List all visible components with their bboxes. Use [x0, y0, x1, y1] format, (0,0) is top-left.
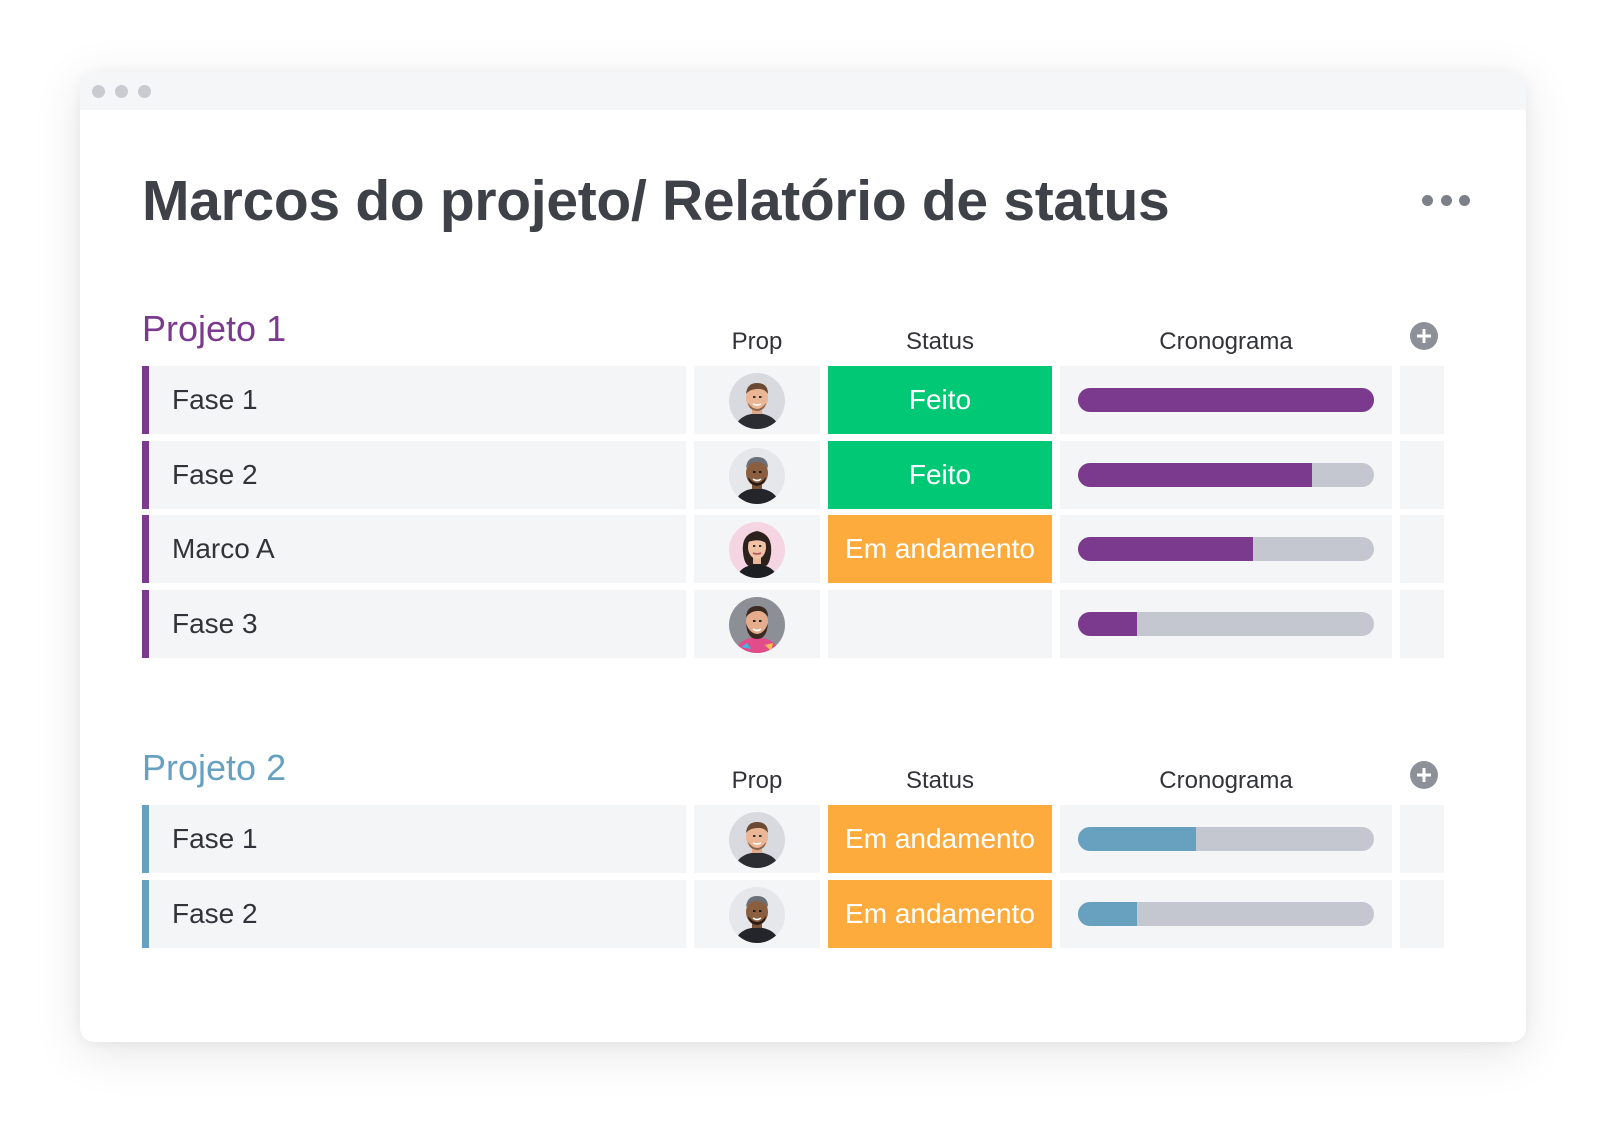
table-row[interactable]: Fase 1 Em andamento [142, 805, 1472, 873]
column-header-prop[interactable]: Prop [731, 767, 783, 794]
group-color-indicator [142, 590, 149, 658]
board-window: Marcos do projeto/ Relatório de status P… [80, 72, 1526, 1042]
item-name[interactable]: Fase 2 [172, 898, 258, 929]
item-name[interactable]: Fase 3 [172, 608, 258, 639]
column-header-timeline[interactable]: Cronograma [1159, 767, 1293, 794]
column-header-prop[interactable]: Prop [731, 328, 783, 355]
timeline-bar[interactable] [1078, 463, 1374, 487]
timeline-progress-fill [1078, 463, 1312, 487]
item-name-cell[interactable]: Fase 2 [142, 880, 686, 948]
timeline-bar[interactable] [1078, 612, 1374, 636]
timeline-cell[interactable] [1060, 590, 1392, 658]
item-name-cell[interactable]: Marco A [142, 515, 686, 583]
empty-column-cell[interactable] [1400, 441, 1444, 509]
window-dot-icon[interactable] [138, 85, 151, 98]
timeline-cell[interactable] [1060, 515, 1392, 583]
avatar[interactable] [729, 597, 785, 653]
column-header-status[interactable]: Status [905, 328, 975, 355]
timeline-progress-fill [1078, 612, 1138, 636]
timeline-bar[interactable] [1078, 388, 1374, 412]
timeline-bar[interactable] [1078, 537, 1374, 561]
add-column-icon[interactable] [1410, 322, 1438, 350]
empty-column-cell[interactable] [1400, 805, 1444, 873]
timeline-progress-fill [1078, 827, 1197, 851]
avatar[interactable] [729, 373, 785, 429]
timeline-cell[interactable] [1060, 880, 1392, 948]
group-title[interactable]: Projeto 2 [142, 747, 287, 788]
group-title[interactable]: Projeto 1 [142, 308, 287, 349]
group-color-indicator [142, 880, 149, 948]
avatar[interactable] [729, 448, 785, 504]
status-label[interactable]: Em andamento [828, 515, 1052, 583]
item-name[interactable]: Fase 2 [172, 459, 258, 490]
timeline-bar[interactable] [1078, 902, 1374, 926]
column-header-timeline[interactable]: Cronograma [1159, 328, 1293, 355]
table-row[interactable]: Marco A Em andamento [142, 515, 1472, 583]
table-row[interactable]: Fase 1 Feito [142, 366, 1472, 434]
status-label[interactable] [828, 590, 1052, 658]
timeline-cell[interactable] [1060, 441, 1392, 509]
group-color-indicator [142, 366, 149, 434]
page-title: Marcos do projeto/ Relatório de status [142, 169, 1170, 233]
timeline-bar[interactable] [1078, 827, 1374, 851]
item-name-cell[interactable]: Fase 1 [142, 805, 686, 873]
column-header-status[interactable]: Status [905, 767, 975, 794]
item-name[interactable]: Fase 1 [172, 823, 258, 854]
status-label[interactable]: Em andamento [828, 880, 1052, 948]
group-color-indicator [142, 805, 149, 873]
timeline-cell[interactable] [1060, 805, 1392, 873]
group-color-indicator [142, 441, 149, 509]
status-label[interactable]: Feito [828, 441, 1052, 509]
item-name-cell[interactable]: Fase 2 [142, 441, 686, 509]
empty-column-cell[interactable] [1400, 880, 1444, 948]
window-dot-icon[interactable] [92, 85, 105, 98]
avatar[interactable] [729, 812, 785, 868]
item-name[interactable]: Marco A [172, 533, 275, 564]
avatar[interactable] [729, 522, 785, 578]
timeline-progress-fill [1078, 902, 1138, 926]
table-row[interactable]: Fase 2 Feito [142, 441, 1472, 509]
owner-cell[interactable] [694, 880, 820, 948]
table-row[interactable]: Fase 2 Em andamento [142, 880, 1472, 948]
status-label[interactable]: Em andamento [828, 805, 1052, 873]
more-options-icon[interactable] [1422, 190, 1470, 210]
owner-cell[interactable] [694, 590, 820, 658]
owner-cell[interactable] [694, 805, 820, 873]
owner-cell[interactable] [694, 441, 820, 509]
empty-column-cell[interactable] [1400, 515, 1444, 583]
item-name-cell[interactable]: Fase 3 [142, 590, 686, 658]
owner-cell[interactable] [694, 366, 820, 434]
timeline-cell[interactable] [1060, 366, 1392, 434]
item-name-cell[interactable]: Fase 1 [142, 366, 686, 434]
status-label[interactable]: Feito [828, 366, 1052, 434]
avatar[interactable] [729, 887, 785, 943]
timeline-progress-fill [1078, 537, 1253, 561]
empty-column-cell[interactable] [1400, 590, 1444, 658]
table-row[interactable]: Fase 3 [142, 590, 1472, 658]
timeline-progress-fill [1078, 388, 1374, 412]
owner-cell[interactable] [694, 515, 820, 583]
add-column-icon[interactable] [1410, 761, 1438, 789]
window-dot-icon[interactable] [115, 85, 128, 98]
empty-column-cell[interactable] [1400, 366, 1444, 434]
group-color-indicator [142, 515, 149, 583]
item-name[interactable]: Fase 1 [172, 384, 258, 415]
window-titlebar [80, 72, 1526, 110]
